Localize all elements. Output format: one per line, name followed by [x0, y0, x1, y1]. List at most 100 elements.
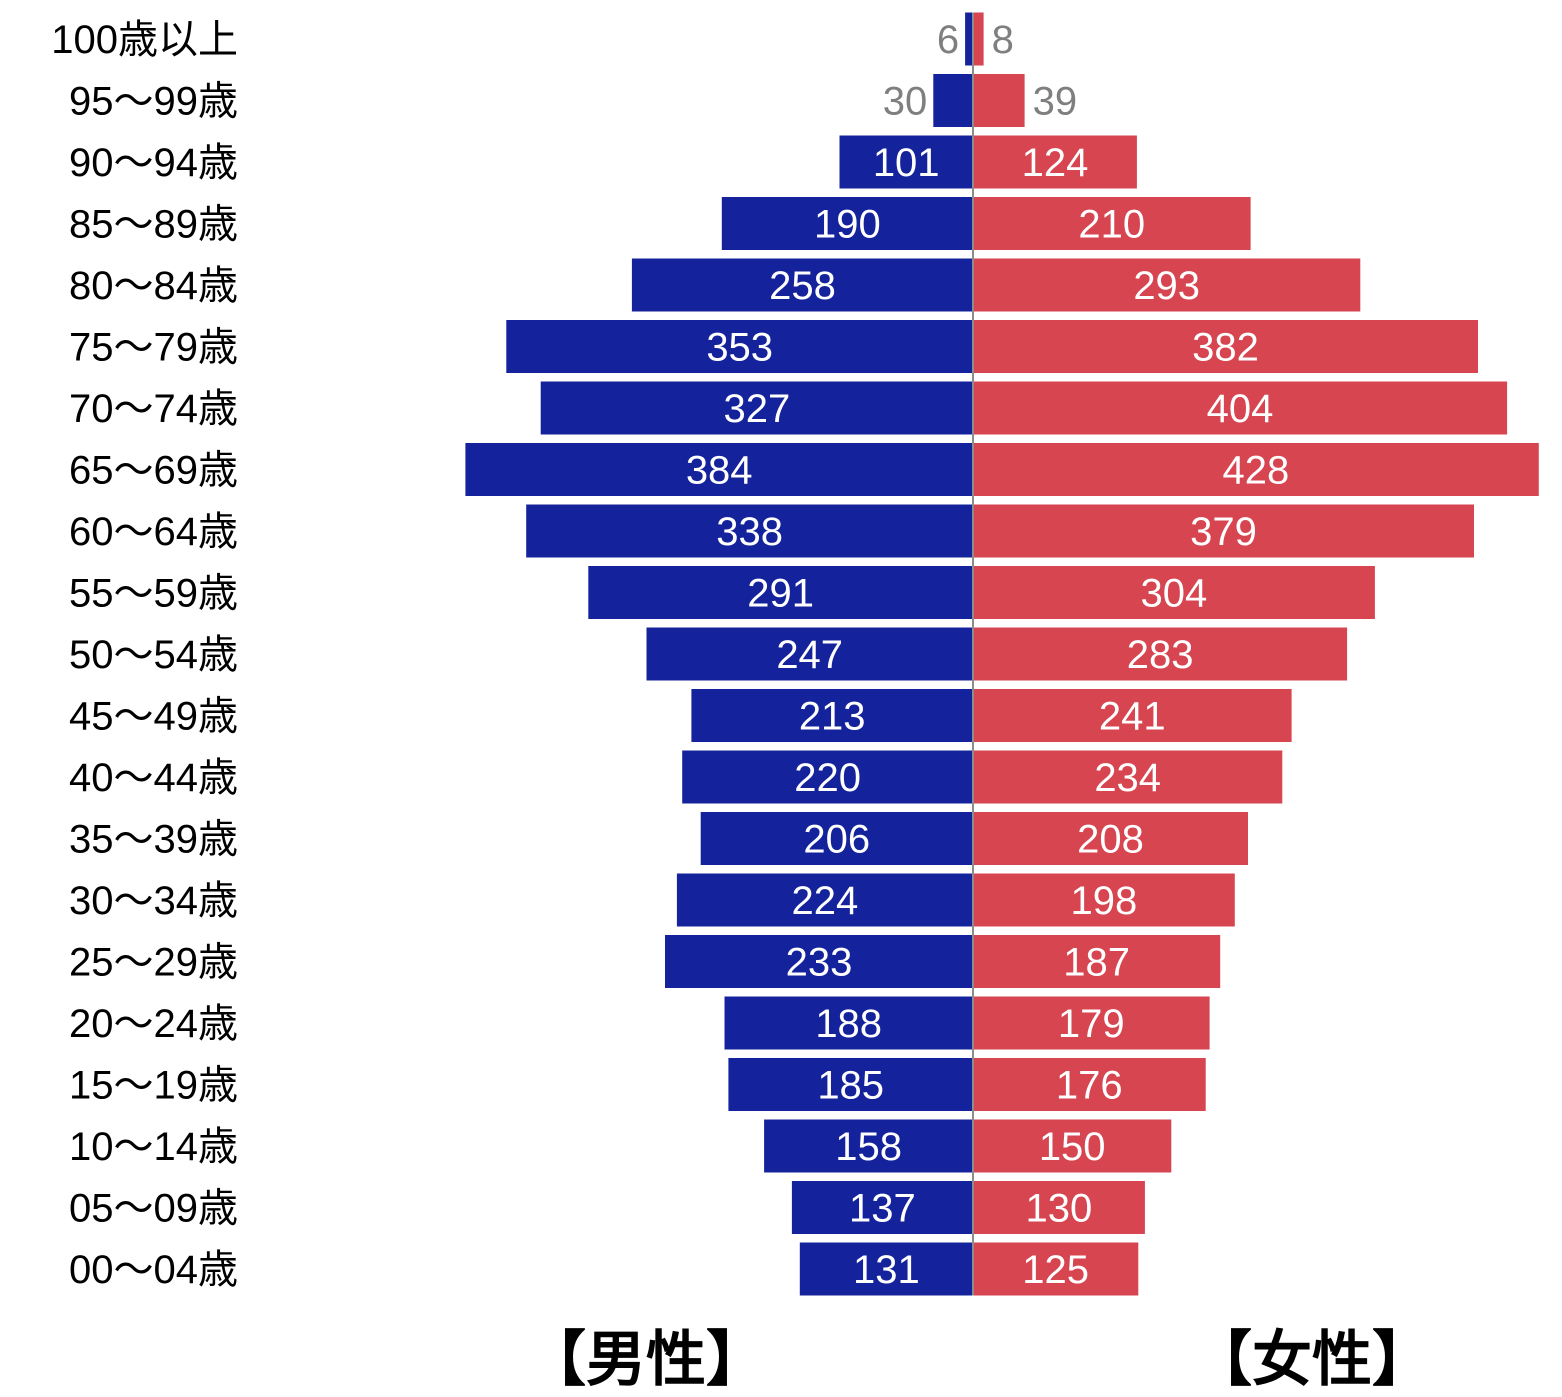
male-bar	[526, 504, 973, 558]
female-bar	[973, 1242, 1139, 1296]
female-bar	[973, 443, 1539, 496]
age-group-label: 25～29歳	[69, 941, 238, 985]
male-bar	[682, 750, 973, 804]
age-group-label: 70～74歳	[69, 387, 238, 431]
male-bar	[506, 320, 973, 373]
female-bar	[973, 197, 1251, 250]
female-value-label: 293	[1133, 264, 1200, 308]
male-bar	[724, 996, 973, 1050]
female-value-label: 187	[1063, 941, 1130, 985]
male-bar	[764, 1119, 973, 1173]
male-bar	[540, 381, 973, 435]
male-value-label: 247	[776, 633, 843, 677]
male-value-label: 224	[792, 879, 859, 923]
age-group-label: 95～99歳	[69, 80, 238, 124]
male-bar	[791, 1181, 973, 1234]
value-labels: 6 8 30 39 101 124 190 210 258 293 353 382 327 404 384 4…	[686, 18, 1289, 1292]
age-group-label: 40～44歳	[69, 756, 238, 800]
male-value-label: 220	[794, 756, 861, 800]
age-group-label: 60～64歳	[69, 510, 238, 554]
age-group-label: 45～49歳	[69, 695, 238, 739]
female-bar	[973, 1181, 1145, 1234]
male-value-label: 258	[769, 264, 836, 308]
male-bar	[728, 1058, 973, 1111]
male-value-label: 101	[873, 141, 940, 185]
age-group-label: 85～89歳	[69, 203, 238, 247]
age-group-label: 55～59歳	[69, 572, 238, 616]
legend-male-label: 【男性】	[526, 1326, 766, 1393]
male-bar	[465, 443, 973, 496]
female-value-label: 176	[1056, 1064, 1123, 1108]
female-bar	[973, 566, 1375, 619]
female-bar	[973, 873, 1235, 927]
male-value-label: 206	[803, 818, 870, 862]
female-value-label: 198	[1071, 879, 1138, 923]
female-value-label: 404	[1207, 387, 1274, 431]
female-value-label: 428	[1223, 449, 1290, 493]
female-value-label: 179	[1058, 1002, 1125, 1046]
age-group-label: 100歳以上	[51, 18, 238, 62]
female-value-label: 150	[1039, 1125, 1106, 1169]
male-value-label: 291	[747, 572, 814, 616]
male-value-label: 338	[716, 510, 783, 554]
male-value-label: 188	[815, 1002, 882, 1046]
female-value-label: 283	[1127, 633, 1194, 677]
female-bar	[973, 935, 1221, 988]
male-bar	[691, 689, 973, 742]
female-value-label: 382	[1192, 326, 1259, 370]
age-group-labels: 100歳以上 95～99歳 90～94歳 85～89歳 80～84歳 75～79歳 70～7…	[51, 18, 238, 1292]
age-group-label: 15～19歳	[69, 1064, 238, 1108]
male-bar	[700, 812, 973, 865]
male-bar	[631, 258, 973, 312]
male-value-label: 190	[814, 203, 881, 247]
female-bar	[973, 1119, 1172, 1173]
female-value-label: 125	[1022, 1248, 1089, 1292]
male-bar	[646, 627, 973, 681]
female-bar	[973, 381, 1508, 435]
female-bar	[973, 996, 1210, 1050]
male-bar	[799, 1242, 973, 1296]
female-value-label: 234	[1094, 756, 1161, 800]
male-value-label: 131	[853, 1248, 920, 1292]
female-bars	[973, 12, 1539, 1296]
female-bar	[973, 74, 1025, 127]
age-group-label: 10～14歳	[69, 1125, 238, 1169]
male-value-label: 6	[937, 18, 959, 62]
male-bar	[588, 566, 973, 619]
male-value-label: 384	[686, 449, 753, 493]
age-group-label: 65～69歳	[69, 449, 238, 493]
age-group-label: 00～04歳	[69, 1248, 238, 1292]
female-bar	[973, 12, 984, 66]
female-value-label: 39	[1033, 80, 1078, 124]
female-bar	[973, 504, 1474, 558]
male-bar	[965, 12, 973, 66]
female-value-label: 208	[1077, 818, 1144, 862]
age-group-label: 75～79歳	[69, 326, 238, 370]
female-value-label: 130	[1026, 1187, 1093, 1231]
male-bar	[676, 873, 973, 927]
female-bar	[973, 627, 1348, 681]
male-value-label: 137	[849, 1187, 916, 1231]
female-bar	[973, 320, 1478, 373]
female-value-label: 8	[992, 18, 1014, 62]
age-group-label: 90～94歳	[69, 141, 238, 185]
legend-female-label: 【女性】	[1192, 1326, 1432, 1393]
female-value-label: 124	[1022, 141, 1089, 185]
male-bars	[465, 12, 973, 1296]
male-value-label: 233	[786, 941, 853, 985]
female-value-label: 379	[1190, 510, 1257, 554]
male-bar	[839, 135, 973, 189]
female-bar	[973, 135, 1137, 189]
age-group-label: 50～54歳	[69, 633, 238, 677]
age-group-label: 20～24歳	[69, 1002, 238, 1046]
male-value-label: 353	[706, 326, 773, 370]
age-group-label: 35～39歳	[69, 818, 238, 862]
male-value-label: 327	[724, 387, 791, 431]
male-bar	[665, 935, 973, 988]
age-group-label: 30～34歳	[69, 879, 238, 923]
female-bar	[973, 689, 1292, 742]
male-value-label: 213	[799, 695, 866, 739]
female-bar	[973, 750, 1283, 804]
female-bar	[973, 812, 1248, 865]
